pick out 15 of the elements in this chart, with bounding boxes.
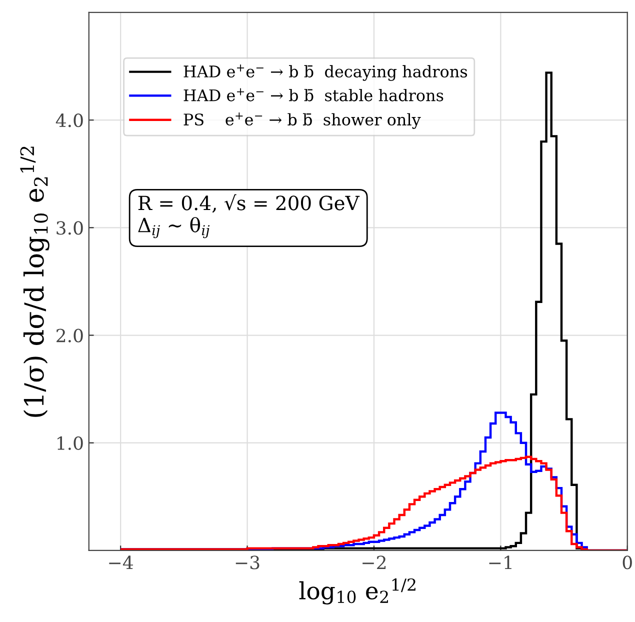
legend-label: HAD e$^{+}$e$^{−}$ → b b̄ decaying hadrons	[184, 64, 468, 81]
x-tick-label: 0	[622, 556, 632, 570]
y-tick-label: 2.0	[56, 328, 83, 342]
x-axis-title: log$_{10}$ e$_{2}$$^{1/2}$	[299, 578, 416, 604]
x-tick-label: −2	[362, 556, 386, 570]
x-tick-label: −4	[109, 556, 133, 570]
y-tick-label: 3.0	[56, 221, 83, 235]
x-tick-label: −3	[236, 556, 260, 570]
y-tick-label: 1.0	[58, 436, 83, 450]
y-tick-label: 4.0	[56, 114, 83, 128]
annotation: R = 0.4, √s = 200 GeV Δ$_{ij}$ ∼ θ$_{ij}$	[138, 194, 360, 238]
x-tick-label: −1	[489, 556, 512, 570]
legend-label: HAD e$^{+}$e$^{−}$ → b b̄ stable hadrons	[184, 88, 444, 102]
y-axis-title: (1/σ) dσ/d log$_{10}$ e$_{2}$$^{1/2}$	[20, 146, 50, 417]
legend-label: PS e$^{+}$e$^{−}$ → b b̄ shower only	[184, 112, 421, 129]
